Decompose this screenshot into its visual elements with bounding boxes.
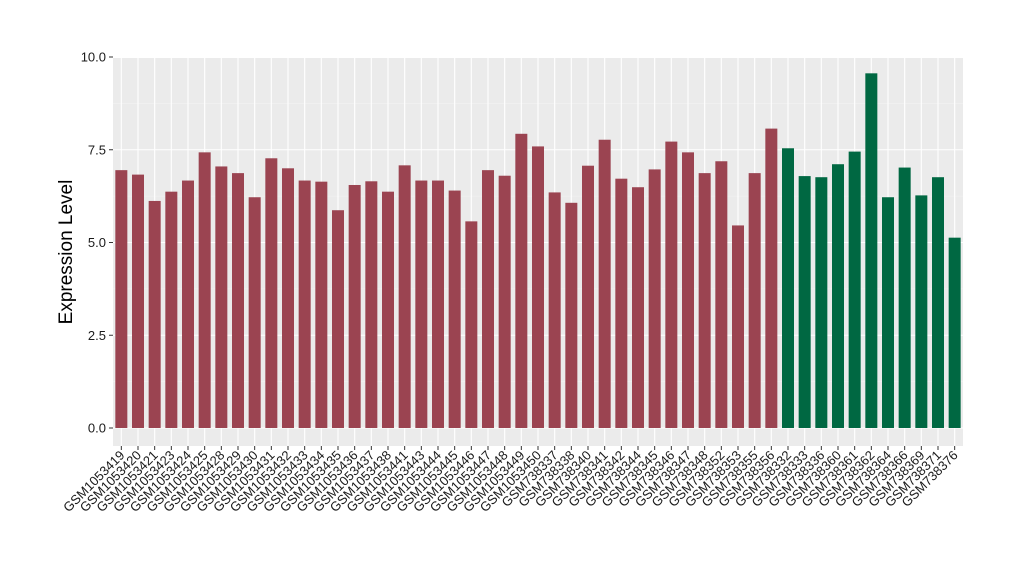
bars: [115, 73, 961, 429]
bar-GSM1053446: [465, 221, 478, 428]
bar-GSM1053428: [215, 166, 228, 428]
bar-GSM1053420: [132, 174, 144, 428]
bar-GSM738333: [798, 176, 811, 428]
bar-GSM1053424: [182, 180, 194, 428]
bar-GSM1053431: [265, 158, 278, 428]
bar-GSM1053421: [148, 200, 161, 428]
bar-GSM1053430: [248, 197, 261, 428]
bar-GSM1053438: [382, 191, 394, 428]
bar-GSM1053433: [298, 180, 311, 428]
bar-GSM738342: [615, 178, 628, 428]
bar-GSM1053450: [532, 146, 544, 428]
bar-GSM738369: [915, 195, 928, 428]
bar-GSM738341: [598, 139, 611, 428]
bar-GSM1053443: [415, 180, 428, 428]
bar-GSM1053448: [498, 175, 511, 428]
bar-GSM1053445: [448, 190, 461, 428]
bar-GSM1053432: [282, 168, 294, 429]
bar-GSM1053434: [315, 181, 328, 428]
bar-GSM738346: [665, 141, 678, 428]
bar-GSM738360: [832, 164, 844, 428]
y-axis: 0.0 2.5 5.0 7.5 10.0: [81, 50, 113, 436]
bar-GSM738356: [765, 128, 778, 428]
bar-GSM738371: [932, 177, 944, 428]
bar-GSM1053436: [348, 184, 361, 428]
bar-GSM738362: [865, 73, 878, 428]
bar-GSM738332: [782, 148, 794, 429]
bar-GSM738364: [882, 197, 894, 428]
bar-GSM738352: [715, 161, 728, 428]
bar-GSM738336: [815, 177, 828, 428]
bar-GSM1053425: [198, 152, 211, 429]
y-tick-label: 0.0: [88, 421, 106, 436]
bar-GSM738353: [732, 225, 744, 428]
bar-GSM738348: [698, 173, 711, 428]
bar-GSM1053441: [398, 165, 411, 428]
bar-GSM738376: [948, 237, 961, 428]
bar-GSM738345: [648, 169, 661, 428]
bar-GSM738344: [632, 187, 644, 428]
bar-GSM1053429: [232, 173, 244, 428]
bar-GSM1053449: [515, 133, 528, 428]
bar-GSM738340: [582, 165, 594, 428]
bar-GSM1053419: [115, 170, 128, 428]
y-tick-label: 7.5: [88, 142, 106, 157]
bar-GSM1053444: [432, 180, 444, 428]
bar-GSM1053447: [482, 170, 494, 428]
y-tick-label: 5.0: [88, 235, 106, 250]
bar-GSM738366: [898, 167, 911, 429]
x-axis: GSM1053419GSM1053420GSM1053421GSM1053423…: [60, 446, 961, 515]
bar-GSM738347: [682, 152, 694, 429]
y-axis-title: Expression Level: [56, 180, 77, 325]
bar-GSM1053437: [365, 181, 378, 428]
y-tick-label: 2.5: [88, 328, 106, 343]
bar-GSM738361: [848, 151, 861, 429]
bar-GSM738338: [565, 202, 578, 428]
bar-GSM1053423: [165, 191, 178, 428]
bar-GSM738355: [748, 173, 761, 428]
bar-GSM1053435: [332, 210, 344, 428]
y-tick-label: 10.0: [81, 50, 106, 65]
bar-GSM738337: [548, 192, 561, 428]
